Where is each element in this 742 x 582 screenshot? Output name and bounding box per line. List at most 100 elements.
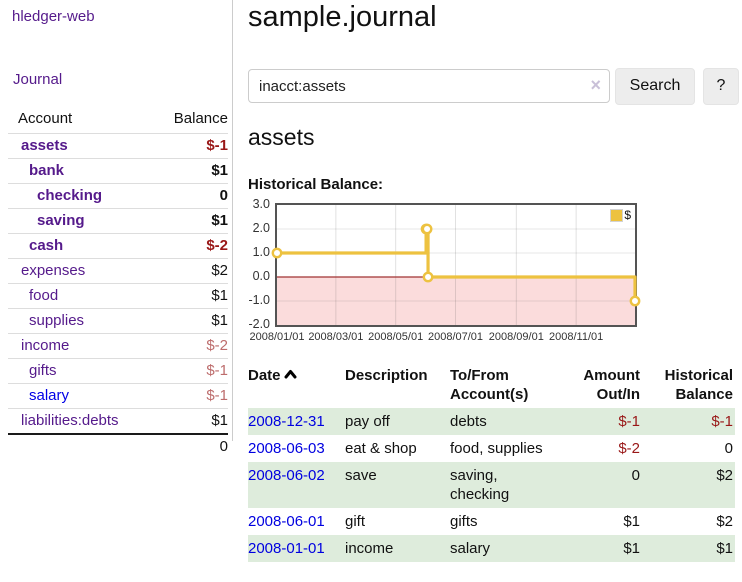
account-balance: $-2 — [206, 337, 228, 354]
transaction-balance: $2 — [716, 467, 733, 484]
transaction-date-link[interactable]: 2008-06-01 — [248, 513, 325, 530]
search-button[interactable]: Search — [615, 67, 695, 105]
account-row: saving $1 — [8, 208, 228, 234]
account-row: income $-2 — [8, 333, 228, 359]
accounts-table: Account Balance assets $-1 bank $1 checking 0… — [8, 106, 228, 459]
account-link-cash[interactable]: cash — [29, 237, 64, 254]
transaction-amount: $-1 — [618, 413, 640, 430]
transaction-balance: $2 — [716, 513, 733, 530]
account-link-liabilities-debts[interactable]: liabilities:debts — [21, 412, 119, 429]
register-header-description: Description — [345, 367, 428, 384]
transaction-accounts: debts — [450, 413, 487, 430]
account-link-salary[interactable]: salary — [29, 387, 70, 404]
transaction-date-link[interactable]: 2008-06-03 — [248, 440, 325, 457]
transaction-date-link[interactable]: 2008-06-02 — [248, 467, 325, 484]
chart-x-axis: 2008/01/01 2008/03/01 2008/05/01 2008/07/01… — [249, 331, 635, 345]
account-link-expenses[interactable]: expenses — [21, 262, 86, 279]
accounts-header-account: Account — [18, 110, 73, 127]
register-row: 2008-01-01 income salary $1 $1 — [248, 535, 735, 562]
y-axis-tick-label: -2.0 — [248, 317, 270, 331]
transaction-description: gift — [345, 513, 366, 530]
x-axis-tick-label: 2008/05/01 — [368, 331, 424, 343]
transaction-date-cell: 2008-12-31 — [248, 408, 345, 435]
transaction-date-cell: 2008-01-01 — [248, 535, 345, 562]
chart-canvas — [271, 205, 641, 325]
clear-search-icon[interactable]: × — [590, 75, 601, 95]
search-input[interactable] — [248, 69, 610, 103]
search-box: × — [248, 69, 610, 103]
account-balance: $2 — [211, 262, 228, 279]
search-form: × Search ? — [248, 67, 739, 105]
transaction-amount: 0 — [631, 467, 640, 484]
y-axis-tick-label: 0.0 — [252, 269, 270, 283]
transaction-accounts: gifts — [450, 513, 478, 530]
accounts-header-balance: Balance — [173, 110, 228, 127]
account-balance: $1 — [211, 312, 228, 329]
sidebar-item-journal[interactable]: Journal — [13, 71, 63, 88]
account-row: cash $-2 — [8, 233, 228, 259]
account-link-checking[interactable]: checking — [37, 187, 103, 204]
y-axis-tick-label: 3.0 — [252, 197, 270, 211]
sort-ascending-icon — [284, 370, 297, 379]
register-header-amount: Amount Out/In — [583, 367, 640, 403]
account-balance: $1 — [211, 287, 228, 304]
account-balance: $-1 — [206, 137, 228, 154]
app-title-link[interactable]: hledger-web — [12, 8, 95, 25]
main-content: sample.journal × Search ? assets Histori… — [248, 0, 742, 582]
account-row: checking 0 — [8, 183, 228, 209]
chart-plot-area[interactable]: $ — [271, 203, 641, 327]
sidebar: hledger-web Journal Account Balance asse… — [0, 0, 233, 455]
account-link-bank[interactable]: bank — [29, 162, 65, 179]
account-row: supplies $1 — [8, 308, 228, 334]
accounts-total-row: 0 — [8, 434, 228, 459]
account-balance: $-1 — [206, 387, 228, 404]
transaction-accounts: saving, checking — [450, 467, 510, 503]
transaction-description: eat & shop — [345, 440, 417, 457]
account-balance: 0 — [219, 187, 228, 204]
account-link-assets[interactable]: assets — [21, 137, 68, 154]
account-row: bank $1 — [8, 158, 228, 184]
account-balance: $-2 — [206, 237, 228, 254]
account-balance: $1 — [211, 212, 228, 229]
transaction-description: income — [345, 540, 394, 557]
register-header-balance: Historical Balance — [664, 367, 733, 403]
accounts-header-row: Account Balance — [8, 106, 228, 134]
transaction-description: save — [345, 467, 377, 484]
transaction-description: pay off — [345, 413, 390, 430]
chart-y-axis: 3.0 2.0 1.0 0.0 -1.0 -2.0 — [239, 197, 270, 331]
transaction-accounts: salary — [450, 540, 491, 557]
register-table: Date Description To/From Account(s) Amou… — [248, 364, 735, 562]
x-axis-tick-label: 2008/11/01 — [549, 331, 604, 343]
transaction-date-cell: 2008-06-03 — [248, 435, 345, 462]
register-header-date[interactable]: Date — [248, 364, 345, 408]
x-axis-tick-label: 2008/07/01 — [427, 331, 484, 343]
account-balance: $-1 — [206, 362, 228, 379]
account-row: liabilities:debts $1 — [8, 408, 228, 435]
account-link-gifts[interactable]: gifts — [29, 362, 57, 379]
transaction-date-link[interactable]: 2008-01-01 — [248, 540, 325, 557]
account-link-income[interactable]: income — [21, 337, 70, 354]
page-title: sample.journal — [248, 1, 437, 33]
transaction-date-cell: 2008-06-02 — [248, 462, 345, 508]
y-axis-tick-label: 1.0 — [252, 245, 270, 259]
accounts-total: 0 — [219, 438, 228, 455]
transaction-accounts: food, supplies — [450, 440, 543, 457]
transaction-date-link[interactable]: 2008-12-31 — [248, 413, 325, 430]
account-row: food $1 — [8, 283, 228, 309]
account-row: expenses $2 — [8, 258, 228, 284]
register-row: 2008-06-03 eat & shop food, supplies $-2 0 — [248, 435, 735, 462]
chart-legend: $ — [608, 207, 633, 223]
account-row: salary $-1 — [8, 383, 228, 409]
legend-label: $ — [624, 208, 631, 222]
register-row: 2008-06-02 save saving, checking 0 $2 — [248, 462, 735, 508]
account-link-saving[interactable]: saving — [37, 212, 85, 229]
transaction-balance: $1 — [716, 540, 733, 557]
transaction-amount: $1 — [623, 513, 640, 530]
account-link-food[interactable]: food — [29, 287, 59, 304]
chart-title: Historical Balance: — [248, 176, 384, 193]
help-button[interactable]: ? — [703, 67, 739, 105]
legend-swatch-icon — [610, 208, 624, 222]
account-heading: assets — [248, 124, 315, 150]
register-header-date-label: Date — [248, 367, 281, 384]
account-link-supplies[interactable]: supplies — [29, 312, 85, 329]
